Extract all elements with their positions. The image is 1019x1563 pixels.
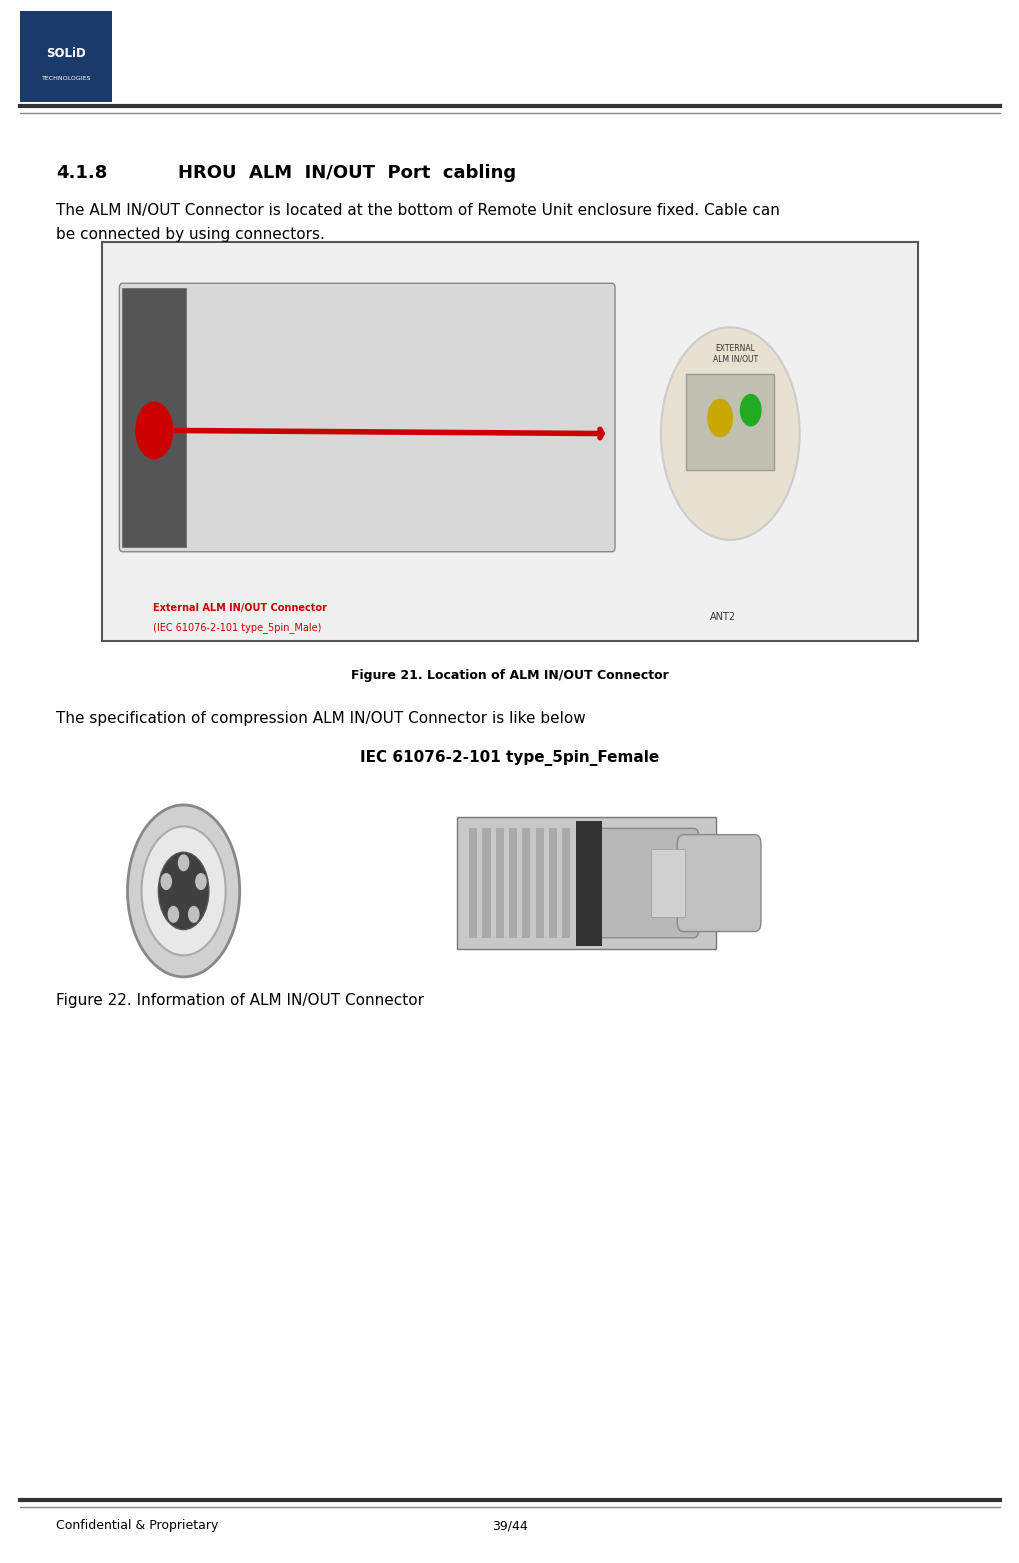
Circle shape (168, 907, 178, 922)
Text: External ALM IN/OUT Connector: External ALM IN/OUT Connector (153, 603, 326, 613)
Text: IEC 61076-2-101 type_5pin_Female: IEC 61076-2-101 type_5pin_Female (360, 750, 659, 766)
FancyBboxPatch shape (535, 828, 543, 938)
Text: Confidential & Proprietary: Confidential & Proprietary (56, 1519, 218, 1532)
FancyBboxPatch shape (561, 828, 570, 938)
FancyBboxPatch shape (596, 828, 698, 938)
Text: The ALM IN/OUT Connector is located at the bottom of Remote Unit enclosure fixed: The ALM IN/OUT Connector is located at t… (56, 203, 780, 219)
Text: The specification of compression ALM IN/OUT Connector is like below: The specification of compression ALM IN/… (56, 711, 585, 727)
Text: HROU  ALM  IN/OUT  Port  cabling: HROU ALM IN/OUT Port cabling (178, 164, 516, 183)
FancyBboxPatch shape (508, 828, 517, 938)
FancyBboxPatch shape (522, 828, 530, 938)
FancyBboxPatch shape (119, 283, 614, 552)
Circle shape (158, 852, 209, 930)
Circle shape (707, 399, 732, 436)
Text: Figure 21. Location of ALM IN/OUT Connector: Figure 21. Location of ALM IN/OUT Connec… (351, 669, 668, 681)
Text: SOLiD: SOLiD (47, 47, 86, 59)
Text: Figure 22. Information of ALM IN/OUT Connector: Figure 22. Information of ALM IN/OUT Con… (56, 993, 424, 1008)
Text: TECHNOLOGIES: TECHNOLOGIES (42, 75, 91, 81)
Circle shape (136, 402, 172, 458)
Circle shape (142, 827, 225, 955)
Text: 4.1.8: 4.1.8 (56, 164, 107, 183)
Circle shape (660, 327, 799, 539)
FancyBboxPatch shape (677, 835, 760, 932)
Circle shape (740, 394, 760, 425)
Text: ANT2: ANT2 (709, 613, 736, 622)
FancyBboxPatch shape (122, 288, 185, 547)
Circle shape (178, 855, 189, 871)
Circle shape (161, 874, 171, 889)
Text: 39/44: 39/44 (491, 1519, 528, 1532)
Circle shape (127, 805, 239, 977)
FancyBboxPatch shape (686, 374, 773, 469)
Text: EXTERNAL
ALM IN/OUT: EXTERNAL ALM IN/OUT (712, 344, 757, 363)
FancyBboxPatch shape (482, 828, 490, 938)
FancyBboxPatch shape (576, 821, 601, 946)
FancyBboxPatch shape (548, 828, 556, 938)
FancyBboxPatch shape (20, 11, 112, 102)
FancyBboxPatch shape (457, 817, 715, 949)
Text: (IEC 61076-2-101 type_5pin_Male): (IEC 61076-2-101 type_5pin_Male) (153, 622, 321, 633)
FancyBboxPatch shape (102, 242, 917, 641)
Circle shape (189, 907, 199, 922)
FancyBboxPatch shape (469, 828, 477, 938)
Text: be connected by using connectors.: be connected by using connectors. (56, 227, 325, 242)
FancyBboxPatch shape (650, 849, 685, 917)
FancyBboxPatch shape (495, 828, 503, 938)
Circle shape (196, 874, 206, 889)
